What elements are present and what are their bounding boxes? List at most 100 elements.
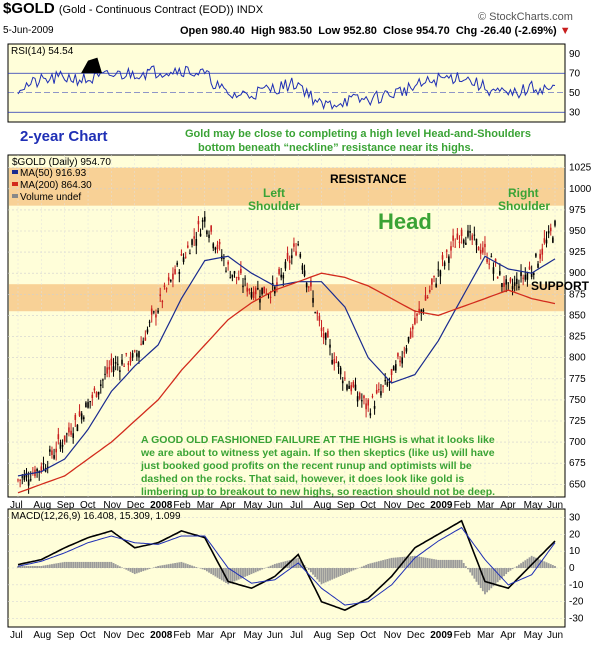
price-candle-body xyxy=(295,251,297,256)
macd-histogram-bar xyxy=(392,557,395,568)
price-candle-body xyxy=(537,263,539,268)
macd-histogram-bar xyxy=(545,562,548,568)
macd-histogram-bar xyxy=(229,568,232,584)
price-tick-label: 675 xyxy=(569,458,586,469)
macd-histogram-bar xyxy=(501,568,503,579)
price-candle-body xyxy=(465,242,467,245)
macd-histogram-bar xyxy=(447,559,450,568)
macd-histogram-bar xyxy=(237,568,240,580)
macd-histogram-bar xyxy=(261,568,263,570)
price-candle-body xyxy=(206,230,208,235)
macd-histogram-bar xyxy=(246,568,249,576)
price-candle-body xyxy=(371,396,374,398)
price-candle-body xyxy=(293,243,295,247)
macd-histogram-bar xyxy=(530,555,533,568)
macd-x-label: 2009 xyxy=(430,630,453,641)
macd-histogram-bar xyxy=(464,566,467,568)
macd-histogram-bar xyxy=(254,568,257,573)
price-candle-body xyxy=(72,433,74,438)
price-candle-body xyxy=(333,359,336,364)
macd-histogram-bar xyxy=(146,568,149,570)
macd-histogram-bar xyxy=(104,561,106,568)
price-candle-body xyxy=(539,253,541,259)
macd-histogram-bar xyxy=(471,568,474,576)
macd-histogram-bar xyxy=(515,566,518,568)
macd-histogram-bar xyxy=(106,561,109,568)
price-candle-body xyxy=(314,312,316,314)
price-candle-body xyxy=(153,311,155,313)
macd-histogram-bar xyxy=(473,568,476,579)
macd-tick-label: -30 xyxy=(569,614,584,625)
macd-histogram-bar xyxy=(403,556,406,568)
price-x-label: May xyxy=(243,500,262,511)
price-candle-body xyxy=(212,243,215,249)
macd-histogram-bar xyxy=(25,565,28,568)
macd-histogram-bar xyxy=(165,564,168,568)
price-candle-body xyxy=(66,433,68,435)
macd-x-label: May xyxy=(243,630,262,641)
macd-histogram-bar xyxy=(288,560,291,568)
macd-histogram-bar xyxy=(481,568,484,592)
price-candle-body xyxy=(231,274,234,278)
price-x-label: Apr xyxy=(220,500,236,511)
macd-histogram-bar xyxy=(82,561,85,568)
legend-volume: Volume undef xyxy=(20,192,81,203)
price-candle-body xyxy=(142,340,145,345)
right-shoulder-label-2: Shoulder xyxy=(498,199,550,213)
price-candle-body xyxy=(102,379,104,381)
macd-histogram-bar xyxy=(439,559,442,568)
macd-histogram-bar xyxy=(157,565,159,568)
price-candle-body xyxy=(501,283,503,288)
macd-histogram-bar xyxy=(208,568,210,573)
macd-histogram-bar xyxy=(456,559,459,568)
price-x-label: Jun xyxy=(547,500,563,511)
macd-histogram-bar xyxy=(305,567,308,568)
price-candle-body xyxy=(297,244,299,246)
legend-ma200-swatch xyxy=(12,182,18,186)
price-candle-body xyxy=(199,233,202,237)
macd-histogram-bar xyxy=(250,568,253,575)
price-candle-body xyxy=(384,380,386,382)
price-candle-body xyxy=(484,243,486,248)
macd-histogram-bar xyxy=(341,568,344,575)
macd-x-label: Jun xyxy=(267,630,283,641)
rsi-tick-label: 90 xyxy=(569,49,581,60)
price-x-label: Jun xyxy=(267,500,283,511)
macd-histogram-bar xyxy=(337,568,340,577)
description-text: (Gold - Continuous Contract (EOD)) INDX xyxy=(58,4,264,16)
price-candle-body xyxy=(316,311,319,315)
macd-histogram-bar xyxy=(102,561,104,568)
macd-histogram-bar xyxy=(233,568,236,582)
price-candle-body xyxy=(53,455,55,459)
price-candle-body xyxy=(307,286,310,288)
macd-histogram-bar xyxy=(377,561,380,568)
price-candle-body xyxy=(509,278,512,282)
price-candle-body xyxy=(259,295,261,303)
macd-histogram-bar xyxy=(148,568,151,569)
macd-histogram-bar xyxy=(522,561,525,568)
band-support xyxy=(9,284,564,312)
price-candle-body xyxy=(409,331,412,338)
price-candle-body xyxy=(312,297,314,303)
price-candle-body xyxy=(133,350,136,352)
price-candle-body xyxy=(322,333,325,339)
macd-histogram-bar xyxy=(343,568,346,575)
macd-histogram-bar xyxy=(554,565,556,568)
price-candle-body xyxy=(208,234,210,238)
macd-histogram-bar xyxy=(65,561,68,568)
macd-histogram-bar xyxy=(335,568,338,578)
macd-histogram-bar xyxy=(492,568,495,587)
price-candle-body xyxy=(161,300,164,303)
price-candle-body xyxy=(286,252,289,260)
symbol-text: $GOLD xyxy=(3,0,55,17)
price-tick-label: 750 xyxy=(569,395,586,406)
macd-x-label: Apr xyxy=(500,630,516,641)
price-candle-body xyxy=(176,262,178,265)
price-tick-label: 700 xyxy=(569,437,586,448)
price-panel-bg xyxy=(7,154,566,498)
price-candle-body xyxy=(82,417,85,420)
macd-histogram-bar xyxy=(206,568,208,572)
price-candle-body xyxy=(95,391,98,398)
price-candle-body xyxy=(131,353,134,358)
